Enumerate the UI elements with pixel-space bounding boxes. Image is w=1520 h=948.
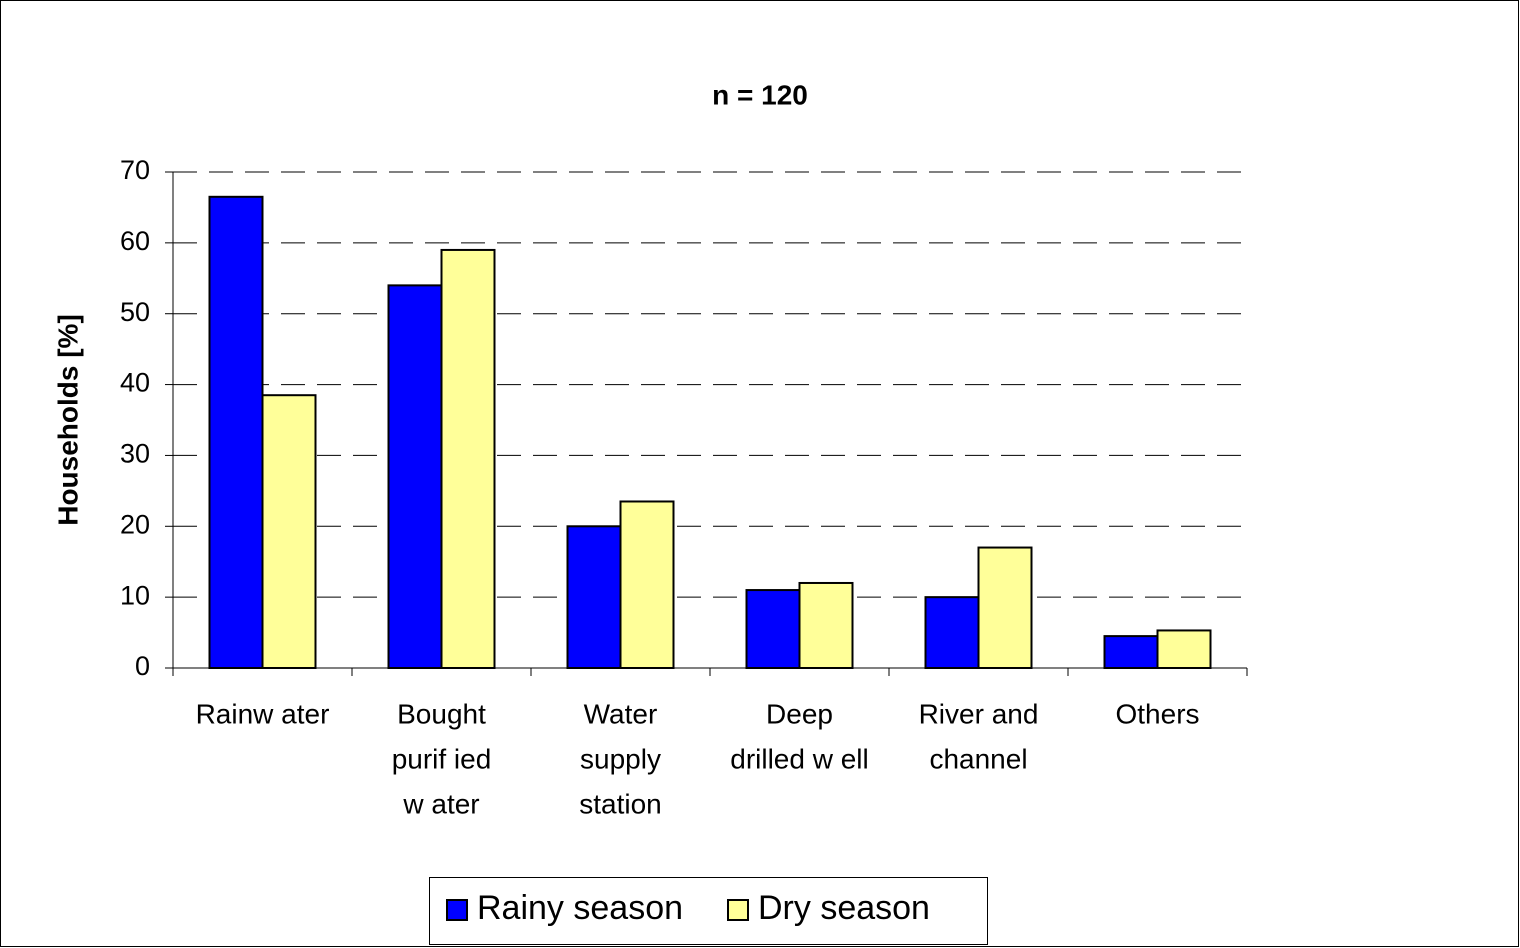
- x-tick-label: supply: [580, 743, 661, 774]
- x-tick-label: station: [579, 788, 662, 819]
- x-tick-label: Deep: [766, 698, 833, 729]
- bar: [440, 248, 496, 669]
- y-tick-label: 10: [120, 580, 150, 610]
- y-axis-label: Households [%]: [52, 314, 83, 526]
- bar: [566, 525, 622, 669]
- x-tick-label: Others: [1115, 698, 1199, 729]
- y-tick-label: 30: [120, 439, 150, 469]
- y-tick-label: 20: [120, 509, 150, 539]
- y-tick-label: 70: [120, 155, 150, 185]
- y-tick-label: 0: [135, 651, 150, 681]
- legend-swatch: [727, 899, 749, 921]
- bar: [1156, 629, 1212, 670]
- legend-label: Dry season: [758, 889, 930, 927]
- bar: [387, 284, 443, 669]
- bar: [619, 500, 675, 669]
- bar: [924, 596, 980, 670]
- legend-label: Rainy season: [477, 889, 683, 927]
- y-tick-label: 40: [120, 368, 150, 398]
- x-tick-label: w ater: [402, 788, 479, 819]
- bar: [1103, 635, 1159, 669]
- legend-swatch: [446, 899, 468, 921]
- x-tick-label: Water: [584, 698, 658, 729]
- x-tick-label: River and: [919, 698, 1039, 729]
- bar: [798, 581, 854, 670]
- x-tick-label: Rainw ater: [196, 698, 330, 729]
- legend-box: [429, 877, 988, 945]
- chart-title: n = 120: [712, 79, 808, 110]
- bar: [261, 394, 317, 669]
- bar: [745, 589, 801, 669]
- x-tick-label: purif ied: [392, 743, 492, 774]
- x-tick-label: Bought: [397, 698, 486, 729]
- x-tick-label: drilled w ell: [730, 743, 869, 774]
- bar: [208, 195, 264, 670]
- bar: [977, 546, 1033, 669]
- x-tick-label: channel: [929, 743, 1027, 774]
- y-tick-label: 50: [120, 297, 150, 327]
- y-tick-label: 60: [120, 226, 150, 256]
